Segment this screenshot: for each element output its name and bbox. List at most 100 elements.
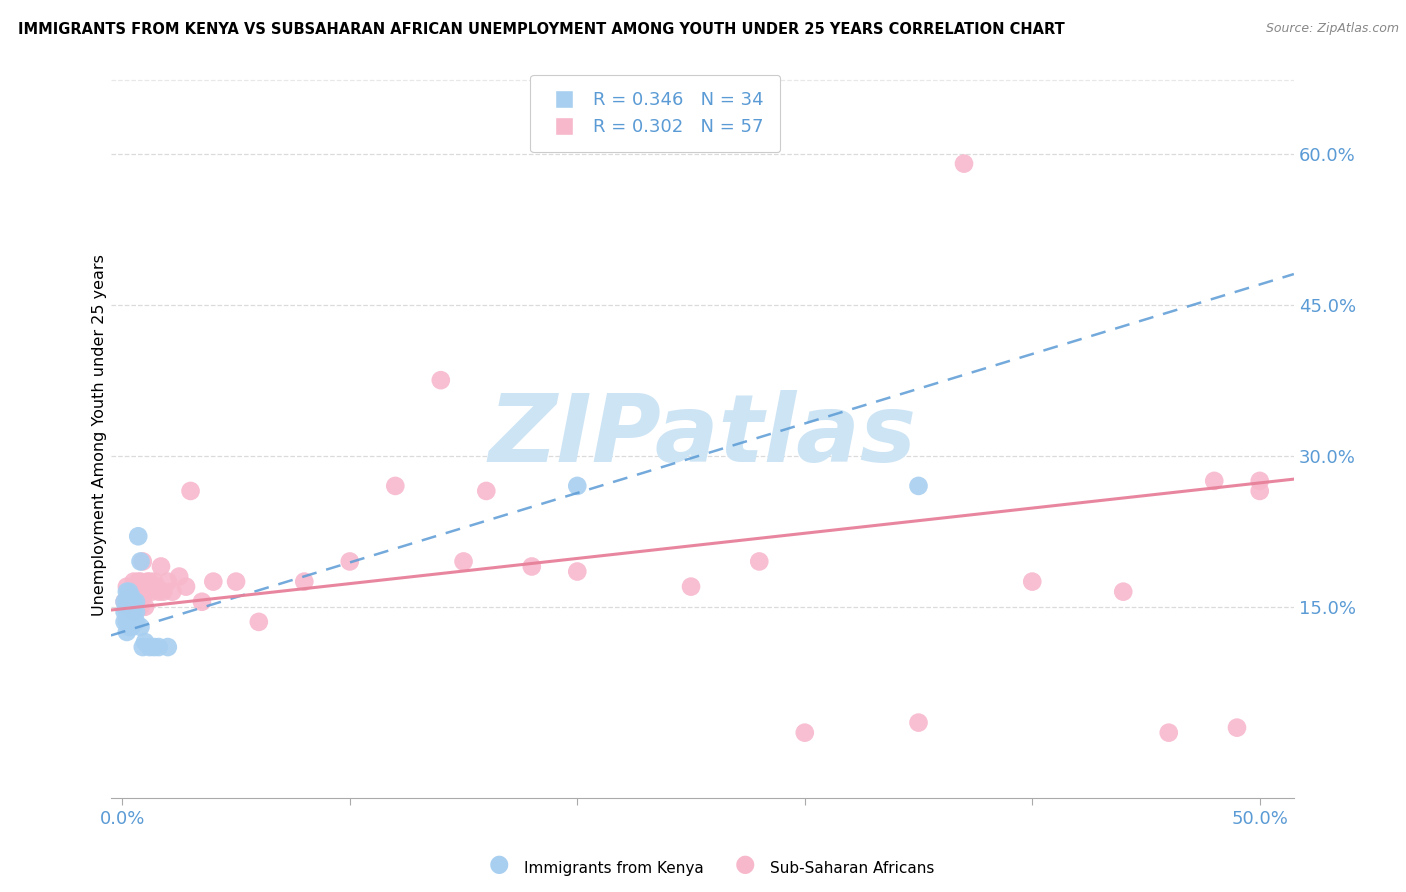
Text: ZIPatlas: ZIPatlas <box>488 390 917 482</box>
Point <box>129 554 152 568</box>
Point <box>953 156 976 170</box>
Point <box>127 595 149 609</box>
Point <box>122 574 145 589</box>
Point <box>167 569 190 583</box>
Text: Source: ZipAtlas.com: Source: ZipAtlas.com <box>1265 22 1399 36</box>
Text: Sub-Saharan Africans: Sub-Saharan Africans <box>770 861 935 876</box>
Point <box>114 595 136 609</box>
Point <box>191 595 214 609</box>
Y-axis label: Unemployment Among Youth under 25 years: Unemployment Among Youth under 25 years <box>93 254 107 616</box>
Text: ●: ● <box>489 852 509 876</box>
Point <box>129 599 152 614</box>
Point <box>120 599 142 614</box>
Point <box>907 715 929 730</box>
Point <box>1249 483 1271 498</box>
Text: ●: ● <box>735 852 755 876</box>
Point <box>114 615 136 629</box>
Point <box>143 574 166 589</box>
Point <box>384 479 406 493</box>
Point <box>118 610 141 624</box>
Point <box>120 590 142 604</box>
Point <box>125 605 148 619</box>
Point <box>567 565 589 579</box>
Point <box>115 595 138 609</box>
Point <box>115 624 138 639</box>
Text: IMMIGRANTS FROM KENYA VS SUBSAHARAN AFRICAN UNEMPLOYMENT AMONG YOUTH UNDER 25 YE: IMMIGRANTS FROM KENYA VS SUBSAHARAN AFRI… <box>18 22 1064 37</box>
Point <box>138 574 160 589</box>
Point <box>125 580 148 594</box>
Point <box>148 584 170 599</box>
Point <box>127 574 149 589</box>
Point <box>125 595 148 609</box>
Point <box>136 574 159 589</box>
Point <box>127 529 149 543</box>
Point <box>115 615 138 629</box>
Point <box>132 590 155 604</box>
Point <box>520 559 543 574</box>
Point <box>118 620 141 634</box>
Point <box>125 595 148 609</box>
Point <box>118 599 141 614</box>
Point <box>132 554 155 568</box>
Point <box>118 599 141 614</box>
Point <box>247 615 270 629</box>
Point <box>162 584 184 599</box>
Point <box>120 610 142 624</box>
Point <box>202 574 225 589</box>
Point <box>125 615 148 629</box>
Point <box>148 640 170 654</box>
Point <box>143 640 166 654</box>
Point <box>115 580 138 594</box>
Point <box>156 640 179 654</box>
Text: Immigrants from Kenya: Immigrants from Kenya <box>524 861 704 876</box>
Point <box>567 479 589 493</box>
Point <box>129 574 152 589</box>
Point <box>134 599 156 614</box>
Point <box>122 605 145 619</box>
Point <box>120 599 142 614</box>
Point <box>1204 474 1226 488</box>
Point <box>122 615 145 629</box>
Point <box>174 580 197 594</box>
Point <box>118 584 141 599</box>
Point <box>122 595 145 609</box>
Point <box>118 595 141 609</box>
Point <box>145 580 167 594</box>
Point <box>122 584 145 599</box>
Point <box>1021 574 1043 589</box>
Point <box>748 554 770 568</box>
Point <box>793 725 815 739</box>
Point <box>1157 725 1180 739</box>
Point <box>156 574 179 589</box>
Point <box>1249 474 1271 488</box>
Point <box>339 554 361 568</box>
Point <box>115 605 138 619</box>
Point <box>475 483 498 498</box>
Point <box>141 584 163 599</box>
Point <box>122 605 145 619</box>
Point <box>114 605 136 619</box>
Point <box>430 373 453 387</box>
Point <box>907 479 929 493</box>
Point <box>129 620 152 634</box>
Point <box>152 584 174 599</box>
Point <box>180 483 202 498</box>
Point <box>115 595 138 609</box>
Point <box>120 620 142 634</box>
Point <box>134 635 156 649</box>
Point <box>115 584 138 599</box>
Point <box>292 574 315 589</box>
Point <box>134 584 156 599</box>
Point <box>120 584 142 599</box>
Point <box>679 580 702 594</box>
Point <box>114 595 136 609</box>
Point <box>150 559 173 574</box>
Point <box>453 554 475 568</box>
Point <box>118 584 141 599</box>
Point <box>132 640 155 654</box>
Point <box>1226 721 1249 735</box>
Point <box>138 640 160 654</box>
Point <box>1112 584 1135 599</box>
Legend: R = 0.346   N = 34, R = 0.302   N = 57: R = 0.346 N = 34, R = 0.302 N = 57 <box>530 75 780 153</box>
Point <box>225 574 247 589</box>
